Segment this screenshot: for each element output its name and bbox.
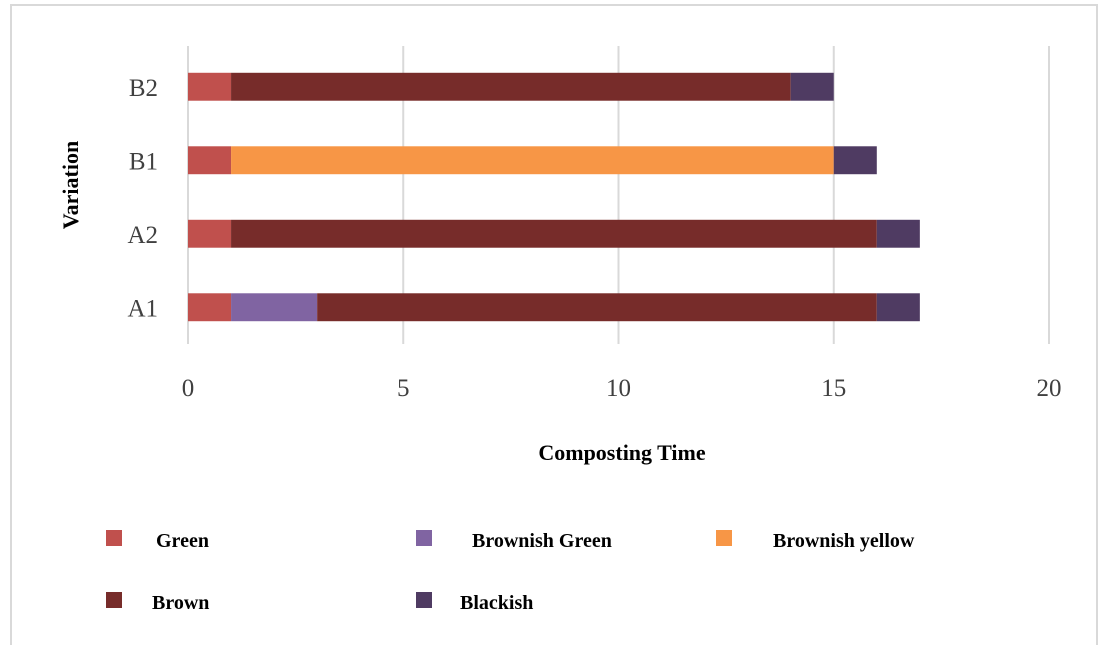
bar-segment — [231, 72, 791, 101]
x-tick-label: 10 — [606, 375, 631, 402]
legend-swatch — [106, 592, 122, 608]
bar-segment — [231, 146, 834, 175]
x-tick-label: 20 — [1037, 375, 1062, 402]
legend-swatch — [106, 530, 122, 546]
bar-segment — [317, 293, 877, 322]
y-axis-title: Variation — [58, 141, 83, 229]
bar-segment — [188, 219, 232, 248]
x-tick-label: 15 — [821, 375, 846, 402]
legend-label: Brownish Green — [472, 530, 612, 552]
y-tick-label: B1 — [129, 148, 158, 175]
legend-label: Green — [156, 530, 209, 552]
legend-swatch — [416, 592, 432, 608]
y-tick-label: B2 — [129, 75, 158, 102]
bar-segment — [876, 293, 920, 322]
x-tick-label: 5 — [397, 375, 410, 402]
bar-segment — [790, 72, 834, 101]
y-tick-label: A2 — [127, 222, 158, 249]
x-tick-labels: 0 5 10 15 20 — [182, 375, 1062, 402]
bar-segment — [188, 146, 232, 175]
legend-label: Brown — [152, 592, 209, 614]
bar-segment — [231, 293, 318, 322]
legend: Green Brownish Green Brownish yellow Brown B… — [106, 530, 915, 614]
bar-segment — [231, 219, 877, 248]
y-tick-label: A1 — [127, 295, 158, 322]
legend-swatch — [716, 530, 732, 546]
x-tick-label: 0 — [182, 375, 195, 402]
y-tick-labels: A1 A2 B1 B2 — [127, 75, 158, 323]
x-axis-title: Composting Time — [538, 440, 706, 465]
legend-label: Brownish yellow — [773, 530, 915, 552]
bars — [188, 72, 920, 322]
bar-segment — [876, 219, 920, 248]
chart-frame — [10, 4, 1098, 645]
bar-segment — [833, 146, 877, 175]
bar-segment — [188, 72, 232, 101]
bar-segment — [188, 293, 232, 322]
legend-label: Blackish — [460, 592, 533, 614]
legend-swatch — [416, 530, 432, 546]
